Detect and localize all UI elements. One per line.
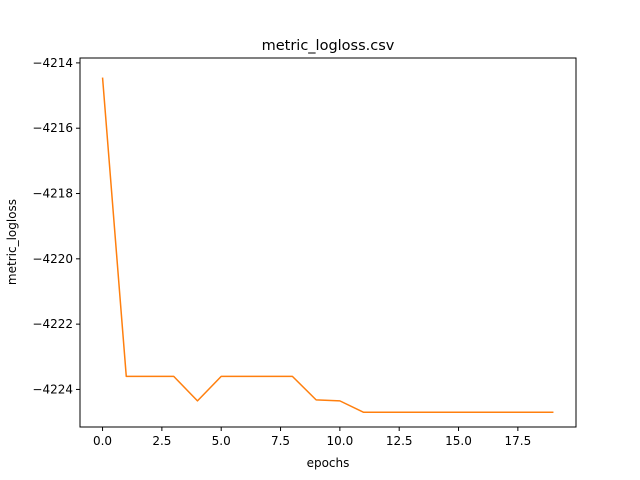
x-tick-label: 17.5 xyxy=(504,434,531,448)
x-axis-label: epochs xyxy=(307,456,350,470)
chart-title: metric_logloss.csv xyxy=(262,38,395,54)
x-axis: 0.0 2.5 5.0 7.5 10.0 12.5 15.0 17.5 xyxy=(93,427,531,448)
y-tick-label: −4224 xyxy=(32,382,73,396)
x-tick-label: 12.5 xyxy=(386,434,413,448)
x-tick-label: 2.5 xyxy=(152,434,171,448)
y-tick-label: −4218 xyxy=(32,187,73,201)
plot-frame xyxy=(79,57,577,428)
x-tick-label: 7.5 xyxy=(271,434,290,448)
y-axis-label: metric_logloss xyxy=(5,199,19,285)
x-tick-label: 5.0 xyxy=(212,434,231,448)
series-line xyxy=(101,77,554,414)
data-layer xyxy=(101,77,554,414)
y-tick-label: −4222 xyxy=(32,317,73,331)
x-tick-label: 15.0 xyxy=(445,434,472,448)
y-axis: −4214 −4216 −4218 −4220 −4222 −4224 xyxy=(32,56,80,396)
y-tick-label: −4220 xyxy=(32,252,73,266)
x-tick-label: 0.0 xyxy=(93,434,112,448)
x-tick-label: 10.0 xyxy=(327,434,354,448)
y-tick-label: −4216 xyxy=(32,121,73,135)
y-tick-label: −4214 xyxy=(32,56,73,70)
